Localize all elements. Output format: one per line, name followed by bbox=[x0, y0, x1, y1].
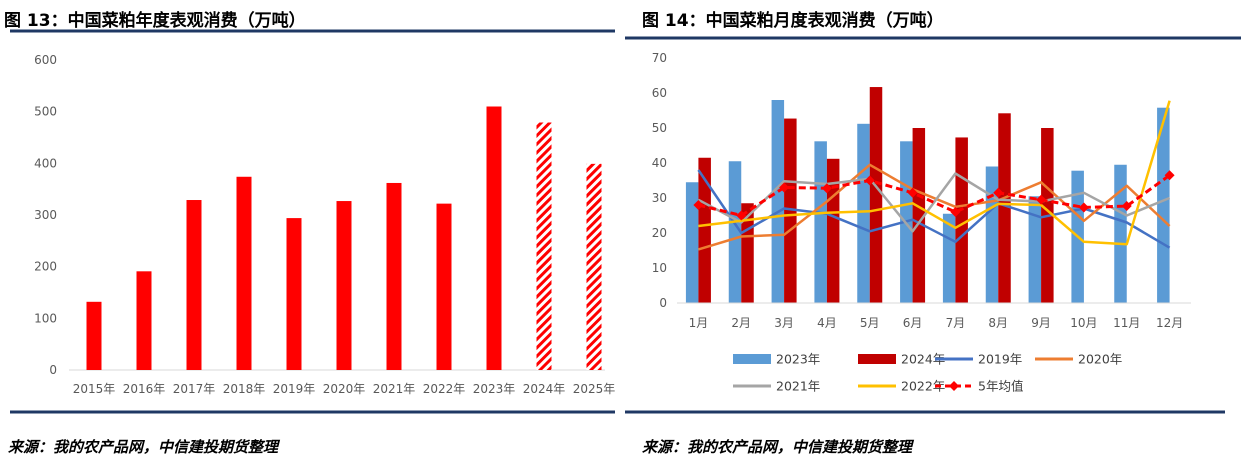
panel-monthly: 图 14：中国菜粕月度表观消费（万吨） 0 10 20 30 40 50 60 70 1月 2月 3… bbox=[625, 0, 1241, 475]
y-tick-label: 10 bbox=[652, 261, 667, 275]
y-tick-label: 100 bbox=[34, 311, 57, 325]
x-tick-label: 2024年 bbox=[523, 382, 566, 396]
x-tick-label: 2020年 bbox=[323, 382, 366, 396]
x-tick-label: 2015年 bbox=[73, 382, 116, 396]
series-marker bbox=[779, 182, 790, 193]
bar bbox=[857, 123, 870, 303]
series-line bbox=[697, 172, 1171, 233]
series-marker bbox=[993, 187, 1004, 198]
annual-chart: 0 100 200 300 400 500 600 2015年 2016年 2017年 2018年 2… bbox=[10, 29, 616, 414]
bar bbox=[486, 106, 502, 370]
x-tick-label: 7月 bbox=[946, 316, 966, 330]
x-tick-label: 2023年 bbox=[473, 382, 516, 396]
y-tick-label: 200 bbox=[34, 260, 57, 274]
x-tick-label: 2月 bbox=[731, 316, 751, 330]
y-tick-label: 0 bbox=[659, 296, 667, 310]
legend-label: 2019年 bbox=[978, 352, 1022, 367]
legend-swatch bbox=[733, 354, 771, 364]
monthly-chart: 0 10 20 30 40 50 60 70 1月 2月 3月 4月 5月 6月 7月 8月 9月 10月 11月 1… bbox=[625, 36, 1241, 414]
legend-label: 2023年 bbox=[776, 352, 820, 367]
y-tick-label: 20 bbox=[652, 226, 667, 240]
x-tick-label: 4月 bbox=[817, 316, 837, 330]
bar bbox=[436, 203, 452, 370]
bar bbox=[869, 87, 883, 303]
y-tick-label: 0 bbox=[49, 363, 57, 377]
bar bbox=[826, 158, 840, 303]
series-marker bbox=[821, 183, 832, 194]
series-marker bbox=[1078, 202, 1089, 213]
bar bbox=[698, 157, 711, 303]
x-tick-label: 2021年 bbox=[373, 382, 416, 396]
bar bbox=[386, 182, 402, 370]
legend-label: 2021年 bbox=[776, 379, 820, 394]
series-line bbox=[697, 169, 1171, 249]
x-tick-label: 5月 bbox=[860, 316, 880, 330]
bar bbox=[784, 118, 797, 303]
bar bbox=[912, 128, 926, 303]
source-note-annual: 来源：我的农产品网，中信建投期货整理 bbox=[8, 438, 279, 456]
x-tick-label: 8月 bbox=[988, 316, 1008, 330]
bar bbox=[685, 182, 699, 303]
series-marker bbox=[950, 207, 961, 217]
x-tick-label: 2018年 bbox=[223, 382, 266, 396]
y-tick-label: 300 bbox=[34, 208, 57, 222]
legend-label: 2020年 bbox=[1078, 352, 1122, 367]
figure-title-monthly: 图 14：中国菜粕月度表观消费（万吨） bbox=[642, 11, 944, 31]
bar bbox=[236, 176, 252, 370]
bar bbox=[186, 200, 202, 370]
x-tick-label: 11月 bbox=[1113, 316, 1140, 330]
series-line bbox=[698, 163, 1171, 251]
x-tick-label: 2019年 bbox=[273, 382, 316, 396]
x-tick-label: 2025年 bbox=[573, 382, 616, 396]
series-marker bbox=[864, 175, 875, 186]
x-tick-label: 10月 bbox=[1070, 316, 1097, 330]
x-tick-label: 9月 bbox=[1031, 316, 1051, 330]
bar bbox=[814, 141, 827, 303]
legend-marker bbox=[949, 381, 959, 391]
x-tick-label: 6月 bbox=[903, 316, 923, 330]
series-marker bbox=[1164, 170, 1175, 181]
bar bbox=[955, 137, 968, 303]
bar bbox=[336, 201, 352, 370]
bar bbox=[86, 301, 102, 370]
y-tick-label: 30 bbox=[652, 191, 667, 205]
y-tick-label: 600 bbox=[34, 53, 57, 67]
bar bbox=[1028, 196, 1042, 303]
x-tick-label: 1月 bbox=[689, 316, 709, 330]
bar bbox=[536, 122, 552, 371]
source-note-monthly: 来源：我的农产品网，中信建投期货整理 bbox=[642, 438, 913, 456]
y-tick-label: 40 bbox=[652, 156, 667, 170]
y-tick-label: 50 bbox=[652, 121, 667, 135]
bar bbox=[136, 271, 152, 370]
panel-annual: 图 13：中国菜粕年度表观消费（万吨） 0 100 200 300 400 500 600 2… bbox=[0, 0, 615, 475]
legend-label: 2022年 bbox=[901, 379, 945, 394]
bar bbox=[985, 166, 999, 303]
y-tick-label: 400 bbox=[34, 156, 57, 170]
bar bbox=[286, 218, 302, 370]
series-marker bbox=[693, 200, 704, 210]
legend-label: 2024年 bbox=[901, 352, 945, 367]
bar bbox=[586, 163, 602, 370]
x-tick-label: 12月 bbox=[1156, 316, 1183, 330]
y-tick-label: 500 bbox=[34, 105, 57, 119]
legend-label: 5年均值 bbox=[978, 379, 1023, 394]
bar bbox=[1114, 164, 1127, 303]
series-marker bbox=[1121, 201, 1132, 212]
legend-swatch bbox=[858, 354, 896, 364]
bar bbox=[771, 100, 785, 303]
x-tick-label: 2017年 bbox=[173, 382, 216, 396]
figure-title-annual: 图 13：中国菜粕年度表观消费（万吨） bbox=[4, 11, 306, 31]
series-line bbox=[698, 100, 1171, 246]
series-marker bbox=[907, 187, 918, 198]
x-tick-label: 3月 bbox=[774, 316, 794, 330]
x-tick-label: 2016年 bbox=[123, 382, 166, 396]
x-tick-label: 2022年 bbox=[423, 382, 466, 396]
series-marker bbox=[1036, 194, 1047, 205]
bar bbox=[728, 161, 742, 303]
y-tick-label: 60 bbox=[652, 86, 667, 100]
bar bbox=[998, 113, 1011, 303]
y-tick-label: 70 bbox=[652, 51, 667, 65]
bar bbox=[1157, 107, 1170, 303]
series-marker bbox=[736, 210, 747, 221]
